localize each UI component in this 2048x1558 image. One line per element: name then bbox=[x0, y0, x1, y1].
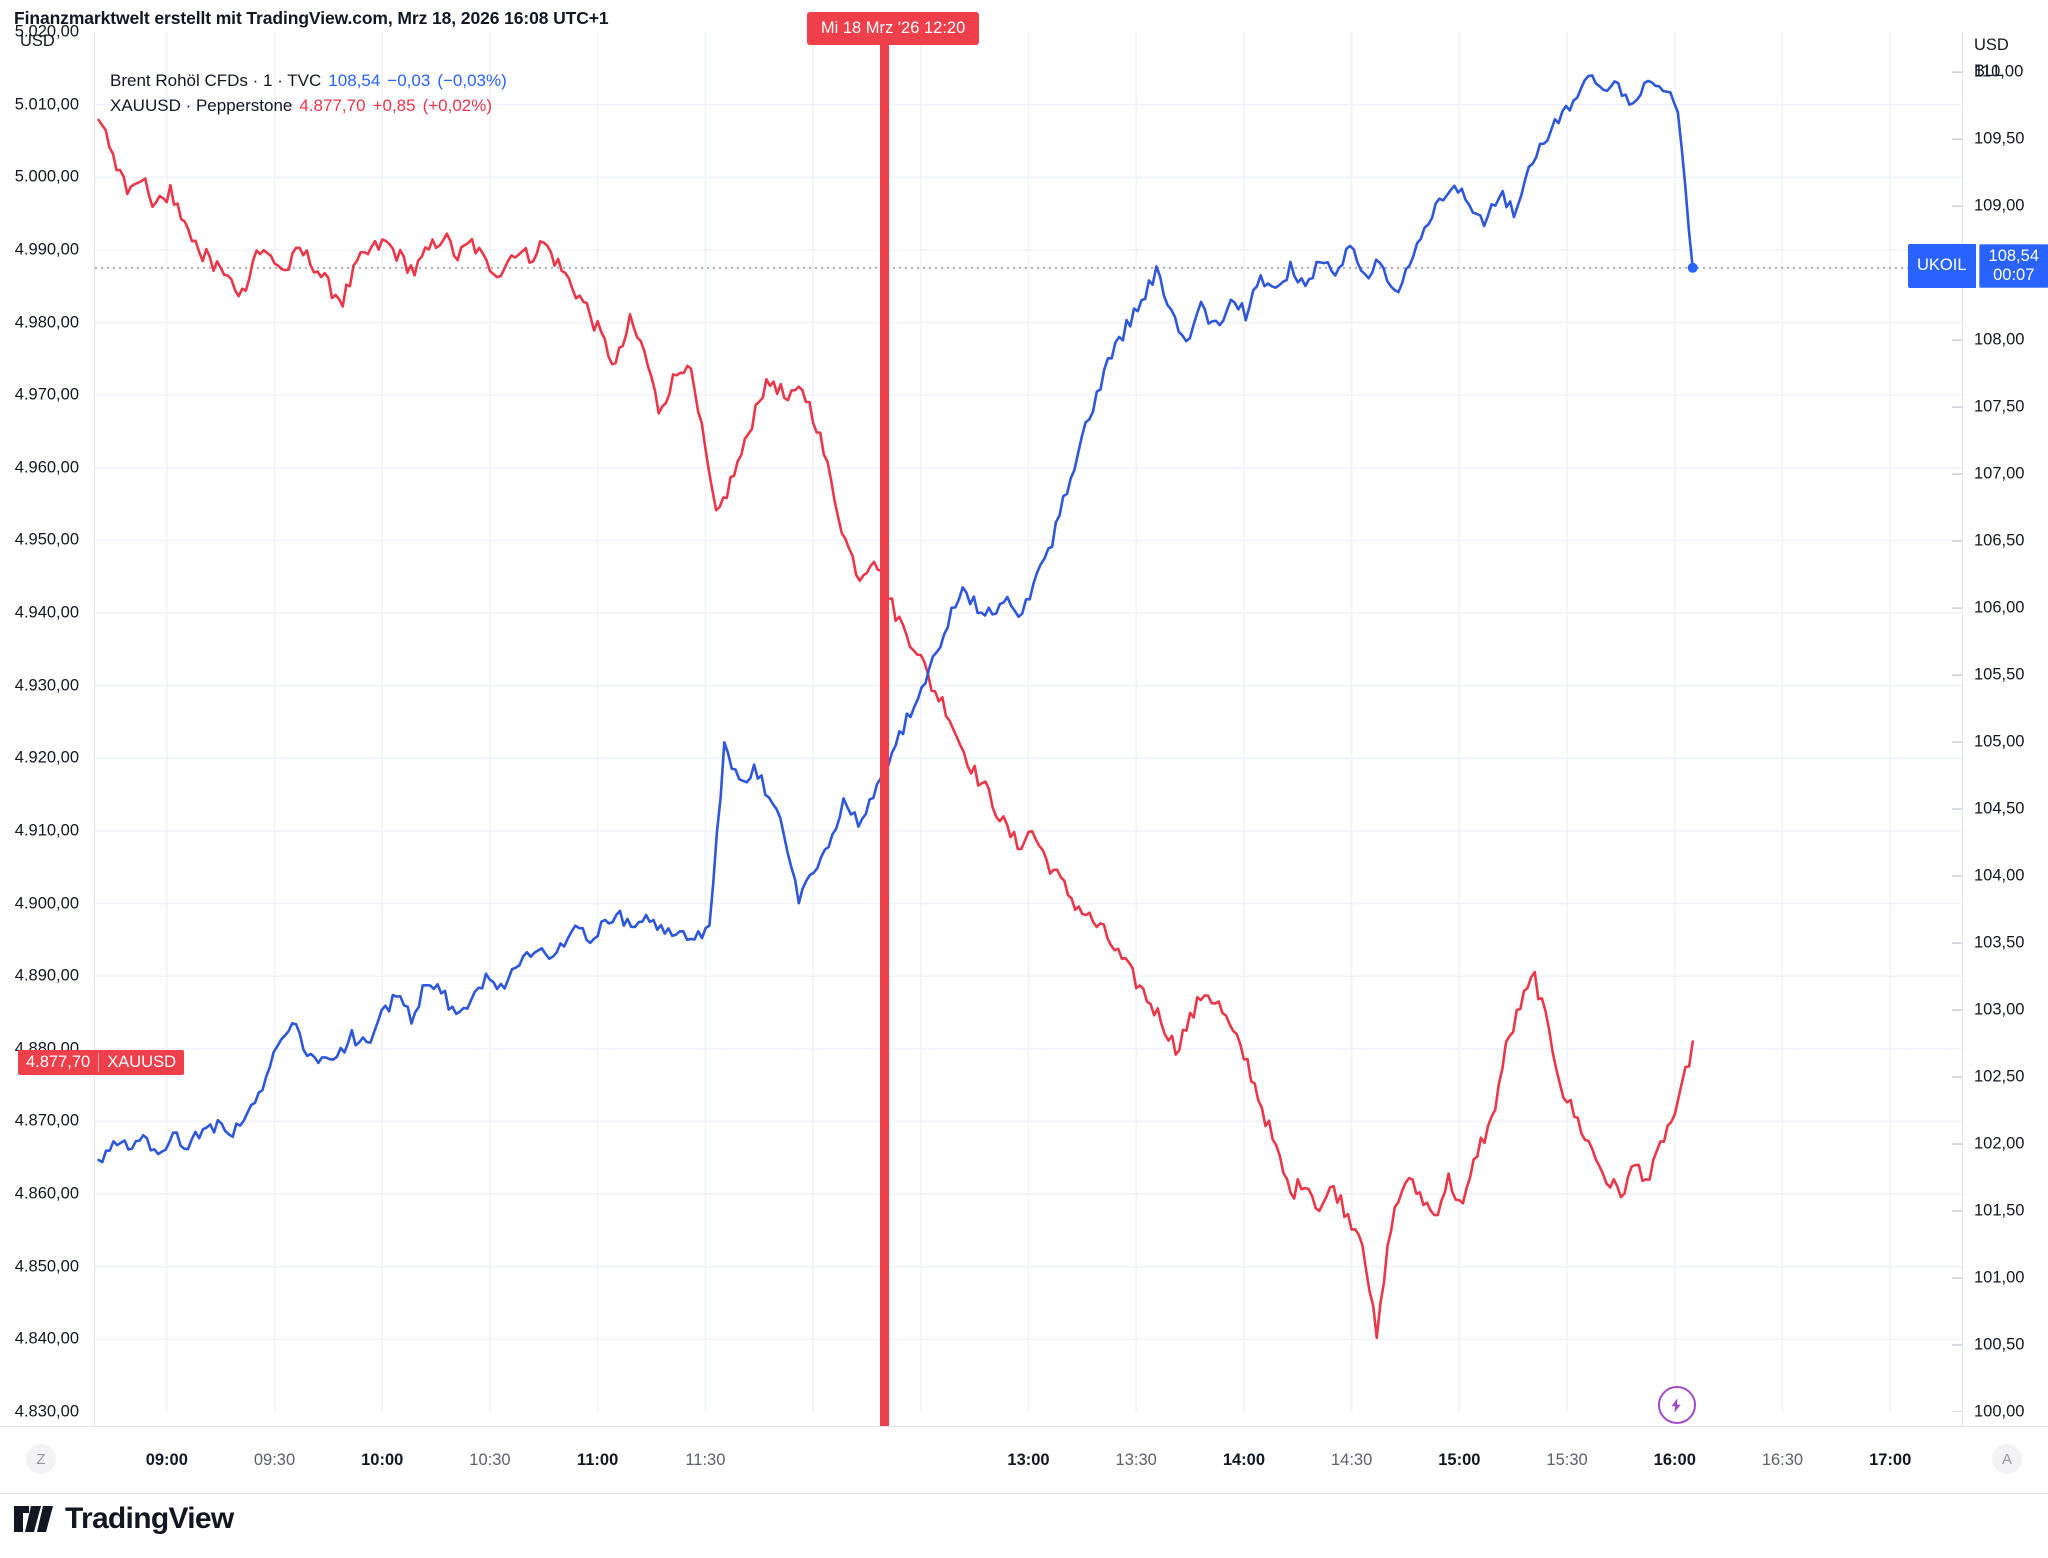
right-axis-tick: 100,00 bbox=[1974, 1402, 2025, 1421]
right-axis-divider bbox=[1962, 32, 1963, 1426]
left-axis-tick: 4.980,00 bbox=[14, 313, 79, 332]
attribution-text: Finanzmarktwelt erstellt mit TradingView… bbox=[14, 8, 609, 28]
right-axis-tick: 110,00 bbox=[1974, 62, 2024, 81]
right-axis-tick: 102,50 bbox=[1974, 1067, 2025, 1086]
left-axis-tick: 4.930,00 bbox=[14, 676, 79, 695]
ukoil-last-point bbox=[1687, 262, 1698, 273]
time-axis-tick: 13:00 bbox=[1007, 1451, 1050, 1469]
right-axis-tick: 104,00 bbox=[1974, 866, 2025, 885]
legend-row-ukoil[interactable]: Brent Rohöl CFDs · 1 · TVC 108,54 −0,03 (−0… bbox=[110, 68, 507, 93]
left-axis-unit: USD bbox=[20, 32, 55, 50]
time-axis-tick: 14:00 bbox=[1222, 1451, 1266, 1469]
right-axis-tick: 107,50 bbox=[1974, 397, 2025, 416]
time-axis-tick: 16:30 bbox=[1761, 1451, 1804, 1469]
time-axis-tick: 10:00 bbox=[361, 1451, 404, 1469]
right-axis-tick: 103,50 bbox=[1974, 933, 2025, 952]
left-axis-divider bbox=[94, 32, 95, 1426]
time-axis[interactable]: Z A 09:00 09:30 10:00 10:30 11:00 11:30 13:00 1… bbox=[0, 1426, 2048, 1494]
legend-change-ukoil: −0,03 bbox=[387, 71, 431, 90]
legend-change-xauusd: +0,85 bbox=[372, 96, 416, 115]
left-axis-tick: 4.830,00 bbox=[14, 1402, 79, 1421]
tradingview-logo-icon bbox=[14, 1505, 53, 1532]
legend-changepct-xauusd: (+0,02%) bbox=[422, 96, 493, 115]
plot-canvas[interactable] bbox=[95, 32, 1962, 1412]
legend-last-ukoil: 108,54 bbox=[328, 71, 381, 90]
time-axis-tick: 16:00 bbox=[1653, 1451, 1696, 1469]
left-axis-tick: 4.950,00 bbox=[14, 530, 79, 549]
left-axis-tick: 4.960,00 bbox=[14, 458, 79, 477]
ukoil-tag-ticker: UKOIL bbox=[1908, 243, 1976, 288]
time-axis-tick: 10:30 bbox=[469, 1451, 511, 1469]
right-axis-unit: USD bbox=[1974, 36, 2009, 54]
vertical-time-marker[interactable] bbox=[880, 32, 890, 1426]
time-axis-tick: 09:00 bbox=[145, 1451, 188, 1469]
tradingview-wordmark: TradingView bbox=[65, 1502, 234, 1535]
left-price-axis[interactable]: USD 5.020,00 5.010,00 5.000,00 4.990,00 4.98… bbox=[0, 23, 95, 1426]
time-axis-tick: 09:30 bbox=[253, 1451, 296, 1469]
left-axis-tick: 5.010,00 bbox=[14, 95, 79, 114]
legend-row-xauusd[interactable]: XAUUSD · Pepperstone 4.877,70 +0,85 (+0,02%… bbox=[110, 93, 507, 118]
time-axis-tick: 14:30 bbox=[1330, 1451, 1373, 1469]
crosshair-time-label: Mi 18 Mrz '26 12:20 bbox=[806, 12, 980, 45]
right-price-axis[interactable]: USD BLL 110,00 109,50 109,00 108,00 107,50 10… bbox=[1962, 32, 2048, 1426]
left-axis-tick: 4.910,00 bbox=[14, 821, 79, 840]
lightning-bolt-icon[interactable] bbox=[1657, 1386, 1696, 1424]
xauusd-tag-divider bbox=[98, 1052, 100, 1072]
right-axis-tick: 109,00 bbox=[1974, 196, 2025, 215]
right-axis-tick: 106,00 bbox=[1974, 598, 2025, 617]
time-axis-tick: 15:30 bbox=[1546, 1451, 1588, 1469]
series-line bbox=[97, 74, 1695, 1164]
left-axis-tick: 4.990,00 bbox=[14, 240, 79, 259]
right-axis-tick: 106,50 bbox=[1974, 531, 2025, 550]
right-axis-tick: 102,00 bbox=[1974, 1134, 2025, 1153]
right-axis-tick: 109,50 bbox=[1974, 129, 2025, 148]
chart-area[interactable]: USD 5.020,00 5.010,00 5.000,00 4.990,00 4.98… bbox=[0, 23, 2048, 1426]
right-axis-tick: 105,50 bbox=[1974, 665, 2025, 684]
time-axis-tick: 11:00 bbox=[576, 1451, 619, 1469]
left-axis-tick: 4.920,00 bbox=[14, 748, 79, 767]
right-axis-tick: 103,00 bbox=[1974, 1000, 2025, 1019]
ukoil-tag-countdown: 00:07 bbox=[1993, 265, 2035, 284]
left-axis-tick: 4.940,00 bbox=[14, 603, 79, 622]
ukoil-tag-price: 108,54 bbox=[1988, 246, 2039, 265]
right-axis-unit2: BLL bbox=[1974, 62, 2004, 80]
left-axis-tick: 4.970,00 bbox=[14, 385, 79, 404]
timezone-button[interactable]: Z bbox=[26, 1444, 56, 1474]
right-axis-tick: 108,00 bbox=[1974, 330, 2025, 349]
ukoil-tag-price-block: 108,54 00:07 bbox=[1978, 243, 2048, 288]
chart-legend: Brent Rohöl CFDs · 1 · TVC 108,54 −0,03 (−0… bbox=[110, 68, 507, 118]
price-series bbox=[97, 74, 1698, 1340]
tradingview-footer[interactable]: TradingView bbox=[14, 1502, 234, 1536]
legend-last-xauusd: 4.877,70 bbox=[299, 96, 366, 115]
xauusd-tag-ticker: XAUUSD bbox=[107, 1052, 176, 1071]
right-axis-tick: 100,50 bbox=[1974, 1335, 2025, 1354]
left-axis-tick: 4.840,00 bbox=[14, 1329, 79, 1348]
right-axis-tick: 101,00 bbox=[1974, 1268, 2025, 1287]
ukoil-price-tag[interactable]: UKOIL 108,54 00:07 bbox=[1908, 243, 2048, 288]
left-axis-tick: 5.000,00 bbox=[14, 167, 79, 186]
right-axis-tick: 105,00 bbox=[1974, 732, 2025, 751]
auto-scale-button[interactable]: A bbox=[1992, 1444, 2022, 1474]
legend-symbol-ukoil: Brent Rohöl CFDs · 1 · TVC bbox=[110, 71, 322, 90]
left-axis-tick: 4.850,00 bbox=[14, 1257, 79, 1276]
left-axis-tick: 4.900,00 bbox=[14, 894, 79, 913]
left-axis-tick: 5.020,00 bbox=[14, 22, 79, 41]
legend-changepct-ukoil: (−0,03%) bbox=[437, 71, 507, 90]
right-axis-tick: 104,50 bbox=[1974, 799, 2025, 818]
time-axis-tick: 17:00 bbox=[1869, 1451, 1912, 1469]
left-axis-tick: 4.870,00 bbox=[14, 1111, 79, 1130]
time-axis-tick: 15:00 bbox=[1438, 1451, 1481, 1469]
left-axis-tick: 4.890,00 bbox=[14, 966, 79, 985]
left-axis-tick: 4.860,00 bbox=[14, 1184, 79, 1203]
xauusd-tag-price: 4.877,70 bbox=[26, 1052, 91, 1071]
time-axis-tick: 11:30 bbox=[685, 1451, 726, 1469]
series-line bbox=[97, 118, 1695, 1340]
legend-symbol-xauusd: XAUUSD · Pepperstone bbox=[110, 96, 293, 115]
right-axis-tick: 107,00 bbox=[1974, 464, 2025, 483]
time-axis-tick: 13:30 bbox=[1115, 1451, 1157, 1469]
xauusd-price-tag[interactable]: 4.877,70 XAUUSD bbox=[18, 1049, 184, 1075]
right-axis-tick: 101,50 bbox=[1974, 1201, 2025, 1220]
grid-lines bbox=[95, 32, 1962, 1412]
